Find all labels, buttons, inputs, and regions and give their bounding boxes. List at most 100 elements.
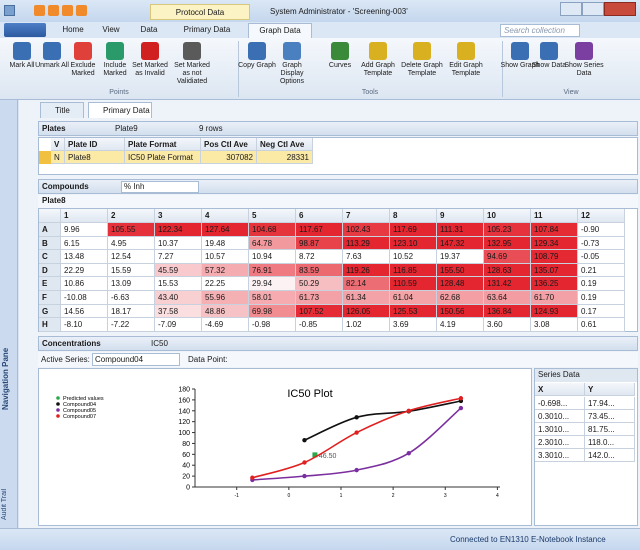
heatmap-cell[interactable]: 127.64 (202, 223, 249, 237)
column-header[interactable]: Plate ID (65, 138, 125, 151)
ribbon-tab[interactable]: Graph Data (248, 23, 312, 38)
heatmap-cell[interactable]: 0.61 (578, 318, 625, 332)
column-header[interactable]: 1 (61, 209, 108, 223)
heatmap-cell[interactable]: 128.63 (484, 263, 531, 278)
button-label[interactable]: Show Series Data (564, 62, 604, 77)
heatmap-cell[interactable]: 57.32 (202, 263, 249, 278)
heatmap-cell[interactable]: 15.53 (155, 277, 202, 291)
heatmap-cell[interactable]: 83.59 (296, 263, 343, 278)
column-header[interactable]: 10 (484, 209, 531, 223)
ribbon-button[interactable]: Set Marked as Invalid (128, 40, 172, 88)
column-header[interactable]: 2 (108, 209, 155, 223)
ribbon-button[interactable]: Delete Graph Template (400, 40, 444, 88)
button-label[interactable]: Unmark All (35, 62, 69, 69)
curve-selector[interactable]: IC50 (151, 339, 168, 348)
button-label[interactable]: Graph Display Options (279, 62, 305, 85)
heatmap-cell[interactable]: 135.07 (531, 263, 578, 278)
measure-selector[interactable]: % Inh (121, 181, 199, 193)
heatmap-cell[interactable]: 7.27 (155, 250, 202, 264)
column-header[interactable]: V (51, 138, 65, 151)
search-box[interactable]: Search collection (500, 24, 580, 37)
column-header[interactable]: 6 (296, 209, 343, 223)
heatmap-cell[interactable]: -8.10 (61, 318, 108, 332)
heatmap-cell[interactable]: 22.29 (61, 263, 108, 278)
heatmap-cell[interactable]: 55.96 (202, 291, 249, 305)
heatmap-cell[interactable]: 124.93 (531, 304, 578, 319)
heatmap-cell[interactable]: 4.19 (437, 318, 484, 332)
heatmap-cell[interactable]: -0.90 (578, 223, 625, 237)
heatmap-cell[interactable]: 82.14 (343, 277, 390, 291)
heatmap-cell[interactable]: 107.52 (296, 304, 343, 319)
navigation-strip[interactable]: Navigation Pane Audit Trail (0, 100, 18, 544)
connection-status[interactable]: Connected to EN1310 E-Notebook Instance (450, 535, 606, 544)
button-label[interactable]: Delete Graph Template (401, 62, 443, 77)
heatmap-cell[interactable]: 9.96 (61, 223, 108, 237)
button-label[interactable]: Add Graph Template (361, 62, 395, 77)
heatmap-cell[interactable]: 129.34 (531, 236, 578, 251)
heatmap-cell[interactable]: 117.67 (296, 223, 343, 237)
heatmap-cell[interactable]: 107.84 (531, 223, 578, 237)
heatmap-cell[interactable]: 102.43 (343, 223, 390, 237)
heatmap-cell[interactable]: 110.59 (390, 277, 437, 291)
column-header[interactable]: 3 (155, 209, 202, 223)
button-label[interactable]: Set Marked as Invalid (132, 62, 168, 77)
heatmap-cell[interactable]: 147.32 (437, 236, 484, 251)
heatmap-cell[interactable]: 37.58 (155, 304, 202, 319)
ribbon-tab[interactable]: Home (62, 25, 84, 34)
ribbon-button[interactable]: Curves (318, 40, 362, 88)
ribbon-button[interactable]: Show Data (527, 40, 571, 88)
heatmap-cell[interactable]: 61.73 (296, 291, 343, 305)
column-header[interactable]: Neg Ctl Ave (257, 138, 313, 151)
heatmap-cell[interactable]: 125.53 (390, 304, 437, 319)
heatmap-cell[interactable]: -7.22 (108, 318, 155, 332)
heatmap-cell[interactable]: 98.87 (296, 236, 343, 251)
heatmap-cell[interactable]: 150.56 (437, 304, 484, 319)
ribbon-button[interactable]: Copy Graph (235, 40, 279, 88)
heatmap-cell[interactable]: 58.01 (249, 291, 296, 305)
ribbon-button[interactable]: Mark All (0, 40, 44, 88)
heatmap-cell[interactable]: 10.86 (61, 277, 108, 291)
heatmap-cell[interactable]: 15.59 (108, 263, 155, 278)
heatmap-cell[interactable]: 18.17 (108, 304, 155, 319)
heatmap-cell[interactable]: 116.85 (390, 263, 437, 278)
heatmap-cell[interactable]: 104.68 (249, 223, 296, 237)
heatmap-cell[interactable]: 64.78 (249, 236, 296, 251)
heatmap-cell[interactable]: 19.48 (202, 236, 249, 251)
heatmap-cell[interactable]: 131.42 (484, 277, 531, 291)
heatmap-cell[interactable]: 0.21 (578, 263, 625, 278)
heatmap-cell[interactable]: -0.85 (296, 318, 343, 332)
column-header[interactable]: X (535, 383, 585, 396)
heatmap-cell[interactable]: 29.94 (249, 277, 296, 291)
plate-selector[interactable]: Plate9 (115, 124, 138, 133)
document-tab[interactable]: Primary Data (88, 102, 152, 118)
heatmap-cell[interactable]: 3.08 (531, 318, 578, 332)
heatmap-cell[interactable]: 132.95 (484, 236, 531, 251)
heatmap-cell[interactable]: 0.19 (578, 291, 625, 305)
button-label[interactable]: Mark All (9, 62, 35, 69)
ribbon-button[interactable]: Set Marked as not Validiated (170, 40, 214, 88)
ribbon-tab[interactable]: View (102, 25, 120, 34)
heatmap-cell[interactable]: 61.34 (343, 291, 390, 305)
heatmap-cell[interactable]: 22.25 (202, 277, 249, 291)
audit-trail-label[interactable]: Audit Trail (1, 488, 8, 520)
heatmap-cell[interactable]: -10.08 (61, 291, 108, 305)
ribbon-button[interactable]: Unmark All (30, 40, 74, 88)
column-header[interactable]: Plate Format (125, 138, 201, 151)
heatmap-cell[interactable]: 123.10 (390, 236, 437, 251)
ribbon-button[interactable]: Add Graph Template (356, 40, 400, 88)
button-label[interactable]: Copy Graph (238, 62, 276, 69)
heatmap-cell[interactable]: 10.37 (155, 236, 202, 251)
heatmap-cell[interactable]: 108.79 (531, 250, 578, 264)
navigation-pane-label[interactable]: Navigation Pane (1, 347, 10, 410)
button-label[interactable]: Show Graph (500, 62, 540, 69)
window-controls[interactable] (560, 2, 636, 18)
active-series-selector[interactable]: Compound04 (92, 353, 180, 366)
heatmap-cell[interactable]: 94.69 (484, 250, 531, 264)
heatmap-cell[interactable]: 45.59 (155, 263, 202, 278)
heatmap-cell[interactable]: 128.48 (437, 277, 484, 291)
heatmap-cell[interactable]: -6.63 (108, 291, 155, 305)
heatmap-cell[interactable]: -0.05 (578, 250, 625, 264)
column-header[interactable]: 4 (202, 209, 249, 223)
heatmap-cell[interactable]: 105.23 (484, 223, 531, 237)
ribbon-button[interactable]: Include Marked (93, 40, 137, 88)
